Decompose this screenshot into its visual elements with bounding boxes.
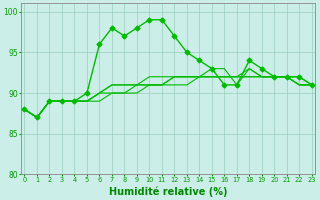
X-axis label: Humidité relative (%): Humidité relative (%): [109, 186, 228, 197]
